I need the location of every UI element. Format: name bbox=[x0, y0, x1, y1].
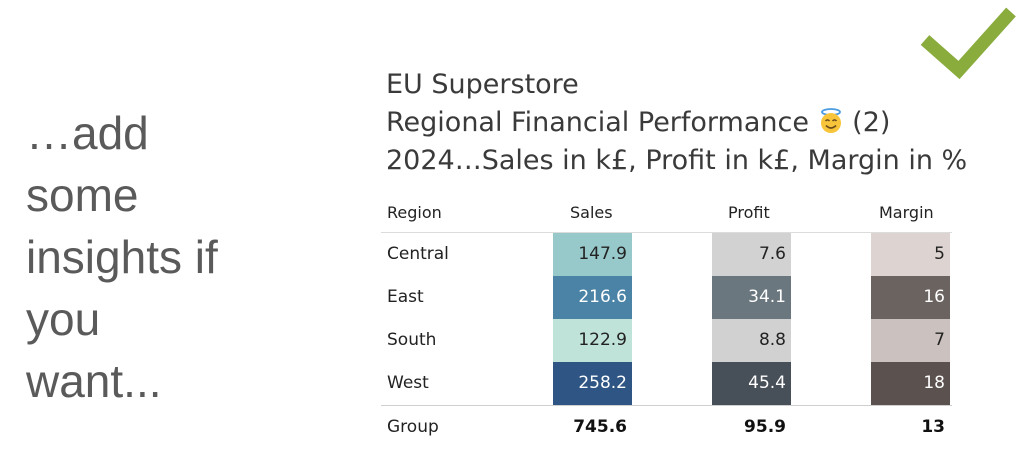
cell-profit: 8.8 bbox=[712, 319, 791, 362]
chart-title: EU Superstore bbox=[386, 69, 579, 100]
table-row: South 122.9 8.8 7 bbox=[381, 319, 952, 362]
table-body: Central 147.9 7.6 5 East 216.6 34.1 16 South 122.… bbox=[381, 233, 952, 405]
cell-sales: 147.9 bbox=[553, 233, 632, 276]
chart-subtitle: Regional Financial Performance (2) bbox=[386, 104, 967, 142]
column-header-sales: Sales bbox=[570, 203, 613, 222]
side-note-line: want... bbox=[26, 355, 162, 407]
row-region-label: East bbox=[387, 287, 424, 307]
checkmark-icon bbox=[920, 7, 1016, 80]
smiling-face-with-halo-icon bbox=[820, 108, 841, 133]
total-margin: 13 bbox=[921, 417, 945, 437]
total-sales: 745.6 bbox=[573, 417, 627, 437]
side-note: …add some insights if you want... bbox=[26, 102, 218, 412]
cell-sales: 258.2 bbox=[553, 362, 632, 405]
cell-margin: 7 bbox=[871, 319, 950, 362]
side-note-line: insights if bbox=[26, 231, 218, 283]
column-header-region: Region bbox=[387, 203, 442, 222]
side-note-line: you bbox=[26, 293, 101, 345]
cell-profit: 7.6 bbox=[712, 233, 791, 276]
side-note-line: some bbox=[26, 169, 139, 221]
cell-margin: 16 bbox=[871, 276, 950, 319]
cell-sales: 122.9 bbox=[553, 319, 632, 362]
chart-titles: EU Superstore Regional Financial Perform… bbox=[386, 66, 967, 180]
chart-subtitle-text: Regional Financial Performance bbox=[386, 107, 809, 138]
total-profit: 95.9 bbox=[744, 417, 786, 437]
row-region-label: Central bbox=[387, 244, 449, 264]
chart-subtitle-suffix: (2) bbox=[852, 107, 891, 138]
table-total-row: Group 745.6 95.9 13 bbox=[381, 405, 952, 449]
cell-profit: 34.1 bbox=[712, 276, 791, 319]
row-region-label: West bbox=[387, 373, 429, 393]
cell-profit: 45.4 bbox=[712, 362, 791, 405]
row-region-label: South bbox=[387, 330, 437, 350]
chart-caption: 2024…Sales in k£, Profit in k£, Margin i… bbox=[386, 145, 968, 176]
table-row: Central 147.9 7.6 5 bbox=[381, 233, 952, 276]
total-label: Group bbox=[387, 417, 439, 437]
column-header-profit: Profit bbox=[728, 203, 770, 222]
table-header: Region Sales Profit Margin bbox=[381, 194, 952, 233]
table-row: East 216.6 34.1 16 bbox=[381, 276, 952, 319]
column-header-margin: Margin bbox=[879, 203, 934, 222]
cell-margin: 5 bbox=[871, 233, 950, 276]
cell-sales: 216.6 bbox=[553, 276, 632, 319]
data-table: Region Sales Profit Margin Central 147.9 7… bbox=[381, 194, 952, 449]
table-row: West 258.2 45.4 18 bbox=[381, 362, 952, 405]
cell-margin: 18 bbox=[871, 362, 950, 405]
side-note-line: …add bbox=[26, 107, 149, 159]
